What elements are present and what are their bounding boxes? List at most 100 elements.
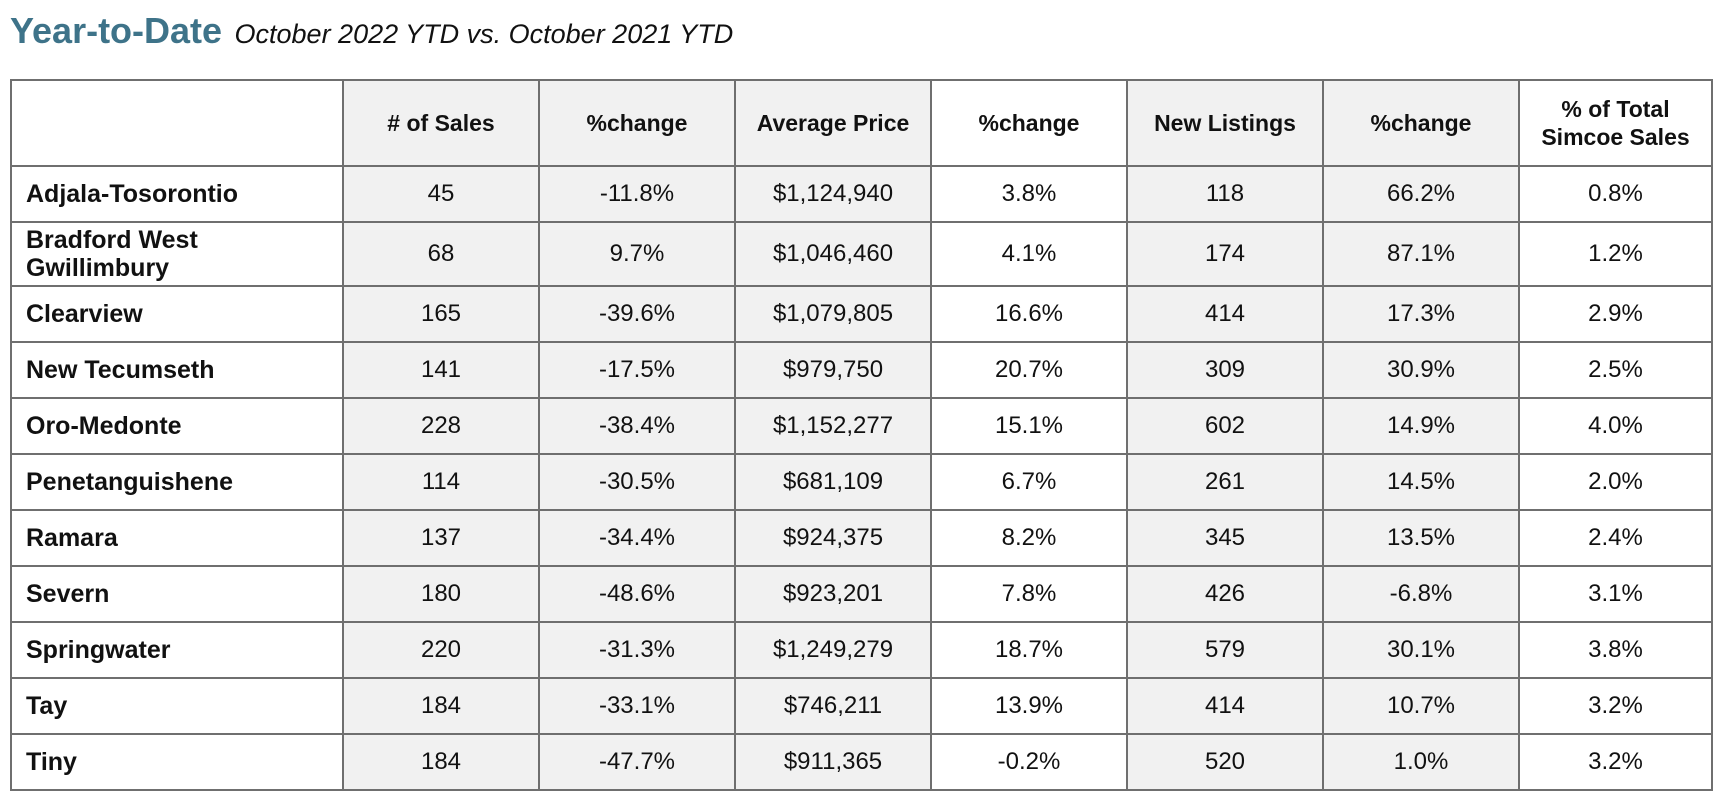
header-sales: # of Sales [342, 79, 540, 167]
new-listings-cell: 345 [1126, 509, 1324, 567]
pct-total-cell: 3.1% [1518, 565, 1713, 623]
area-cell: Clearview [10, 285, 344, 343]
area-cell: Ramara [10, 509, 344, 567]
sales-change-cell: -17.5% [538, 341, 736, 399]
price-change-cell: 20.7% [930, 341, 1128, 399]
header-pct-total-simcoe-sales: % of Total Simcoe Sales [1518, 79, 1713, 167]
listings-change-cell: 30.9% [1322, 341, 1520, 399]
sales-change-cell: -33.1% [538, 677, 736, 735]
sales-cell: 184 [342, 733, 540, 791]
average-price-cell: $1,124,940 [734, 165, 932, 223]
sales-cell: 184 [342, 677, 540, 735]
new-listings-cell: 309 [1126, 341, 1324, 399]
listings-change-cell: 14.5% [1322, 453, 1520, 511]
sales-change-cell: -48.6% [538, 565, 736, 623]
table-row: Severn 180 -48.6% $923,201 7.8% 426 -6.8% 3.1% [10, 565, 1713, 623]
sales-change-cell: -38.4% [538, 397, 736, 455]
price-change-cell: 18.7% [930, 621, 1128, 679]
sales-cell: 180 [342, 565, 540, 623]
sales-cell: 68 [342, 221, 540, 287]
table-row: Clearview 165 -39.6% $1,079,805 16.6% 414 17.3… [10, 285, 1713, 343]
table-row: Ramara 137 -34.4% $924,375 8.2% 345 13.5% 2.4% [10, 509, 1713, 567]
new-listings-cell: 426 [1126, 565, 1324, 623]
sales-change-cell: 9.7% [538, 221, 736, 287]
table-row: Adjala-Tosorontio 45 -11.8% $1,124,940 3.8% 1… [10, 165, 1713, 223]
new-listings-cell: 579 [1126, 621, 1324, 679]
pct-total-cell: 0.8% [1518, 165, 1713, 223]
price-change-cell: 4.1% [930, 221, 1128, 287]
average-price-cell: $1,152,277 [734, 397, 932, 455]
sales-cell: 220 [342, 621, 540, 679]
sales-change-cell: -11.8% [538, 165, 736, 223]
table-row: Tiny 184 -47.7% $911,365 -0.2% 520 1.0% 3.2% [10, 733, 1713, 791]
sales-cell: 137 [342, 509, 540, 567]
page-subtitle: October 2022 YTD vs. October 2021 YTD [234, 19, 734, 49]
new-listings-cell: 174 [1126, 221, 1324, 287]
pct-total-cell: 2.0% [1518, 453, 1713, 511]
header-average-price: Average Price [734, 79, 932, 167]
sales-cell: 165 [342, 285, 540, 343]
price-change-cell: 3.8% [930, 165, 1128, 223]
pct-total-cell: 3.2% [1518, 677, 1713, 735]
area-cell: Bradford West Gwillimbury [10, 221, 344, 287]
header-price-change: %change [930, 79, 1128, 167]
sales-cell: 141 [342, 341, 540, 399]
price-change-cell: -0.2% [930, 733, 1128, 791]
area-cell: Oro-Medonte [10, 397, 344, 455]
table-row: Penetanguishene 114 -30.5% $681,109 6.7% 261 1… [10, 453, 1713, 511]
listings-change-cell: 13.5% [1322, 509, 1520, 567]
table-row: Springwater 220 -31.3% $1,249,279 18.7% 579 30… [10, 621, 1713, 679]
listings-change-cell: 17.3% [1322, 285, 1520, 343]
ytd-sales-table: # of Sales %change Average Price %change… [10, 79, 1713, 791]
table-header-row: # of Sales %change Average Price %change… [10, 79, 1713, 167]
sales-change-cell: -47.7% [538, 733, 736, 791]
area-cell: Tiny [10, 733, 344, 791]
page-heading: Year-to-Date October 2022 YTD vs. Octobe… [10, 10, 733, 60]
pct-total-cell: 1.2% [1518, 221, 1713, 287]
header-sales-change: %change [538, 79, 736, 167]
page-title: Year-to-Date [10, 10, 223, 51]
table-body: Adjala-Tosorontio 45 -11.8% $1,124,940 3.8% 1… [10, 165, 1713, 791]
header-area [10, 79, 344, 167]
area-cell: Springwater [10, 621, 344, 679]
average-price-cell: $911,365 [734, 733, 932, 791]
sales-change-cell: -39.6% [538, 285, 736, 343]
sales-cell: 114 [342, 453, 540, 511]
average-price-cell: $1,046,460 [734, 221, 932, 287]
sales-change-cell: -30.5% [538, 453, 736, 511]
pct-total-cell: 2.5% [1518, 341, 1713, 399]
area-cell: Tay [10, 677, 344, 735]
listings-change-cell: 66.2% [1322, 165, 1520, 223]
average-price-cell: $1,249,279 [734, 621, 932, 679]
table-row: Tay 184 -33.1% $746,211 13.9% 414 10.7% 3.2% [10, 677, 1713, 735]
area-cell: Penetanguishene [10, 453, 344, 511]
sales-change-cell: -34.4% [538, 509, 736, 567]
price-change-cell: 13.9% [930, 677, 1128, 735]
price-change-cell: 8.2% [930, 509, 1128, 567]
pct-total-cell: 4.0% [1518, 397, 1713, 455]
listings-change-cell: 87.1% [1322, 221, 1520, 287]
price-change-cell: 7.8% [930, 565, 1128, 623]
listings-change-cell: 10.7% [1322, 677, 1520, 735]
price-change-cell: 6.7% [930, 453, 1128, 511]
header-listings-change: %change [1322, 79, 1520, 167]
new-listings-cell: 414 [1126, 285, 1324, 343]
pct-total-cell: 2.9% [1518, 285, 1713, 343]
sales-change-cell: -31.3% [538, 621, 736, 679]
area-cell: New Tecumseth [10, 341, 344, 399]
listings-change-cell: 30.1% [1322, 621, 1520, 679]
average-price-cell: $681,109 [734, 453, 932, 511]
sales-cell: 228 [342, 397, 540, 455]
price-change-cell: 15.1% [930, 397, 1128, 455]
area-cell: Adjala-Tosorontio [10, 165, 344, 223]
pct-total-cell: 3.2% [1518, 733, 1713, 791]
listings-change-cell: 1.0% [1322, 733, 1520, 791]
new-listings-cell: 414 [1126, 677, 1324, 735]
average-price-cell: $924,375 [734, 509, 932, 567]
area-cell: Severn [10, 565, 344, 623]
pct-total-cell: 3.8% [1518, 621, 1713, 679]
sales-cell: 45 [342, 165, 540, 223]
new-listings-cell: 118 [1126, 165, 1324, 223]
average-price-cell: $1,079,805 [734, 285, 932, 343]
average-price-cell: $923,201 [734, 565, 932, 623]
